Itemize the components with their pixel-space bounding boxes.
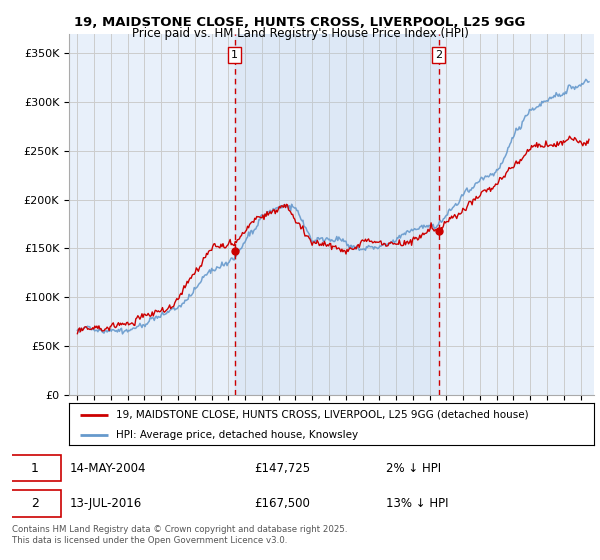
- Text: 2: 2: [31, 497, 39, 510]
- Text: 19, MAIDSTONE CLOSE, HUNTS CROSS, LIVERPOOL, L25 9GG (detached house): 19, MAIDSTONE CLOSE, HUNTS CROSS, LIVERP…: [116, 410, 529, 420]
- Text: 13% ↓ HPI: 13% ↓ HPI: [386, 497, 449, 510]
- Text: 1: 1: [31, 461, 39, 475]
- Text: 19, MAIDSTONE CLOSE, HUNTS CROSS, LIVERPOOL, L25 9GG: 19, MAIDSTONE CLOSE, HUNTS CROSS, LIVERP…: [74, 16, 526, 29]
- Text: 13-JUL-2016: 13-JUL-2016: [70, 497, 142, 510]
- Text: Price paid vs. HM Land Registry's House Price Index (HPI): Price paid vs. HM Land Registry's House …: [131, 27, 469, 40]
- Text: 14-MAY-2004: 14-MAY-2004: [70, 461, 146, 475]
- FancyBboxPatch shape: [9, 455, 61, 482]
- Text: Contains HM Land Registry data © Crown copyright and database right 2025.
This d: Contains HM Land Registry data © Crown c…: [12, 525, 347, 545]
- Text: HPI: Average price, detached house, Knowsley: HPI: Average price, detached house, Know…: [116, 430, 358, 440]
- FancyBboxPatch shape: [9, 490, 61, 517]
- Text: £147,725: £147,725: [254, 461, 310, 475]
- Text: 1: 1: [231, 50, 238, 60]
- Bar: [235, 34, 439, 395]
- Text: 2% ↓ HPI: 2% ↓ HPI: [386, 461, 442, 475]
- Text: 2: 2: [435, 50, 442, 60]
- Text: £167,500: £167,500: [254, 497, 310, 510]
